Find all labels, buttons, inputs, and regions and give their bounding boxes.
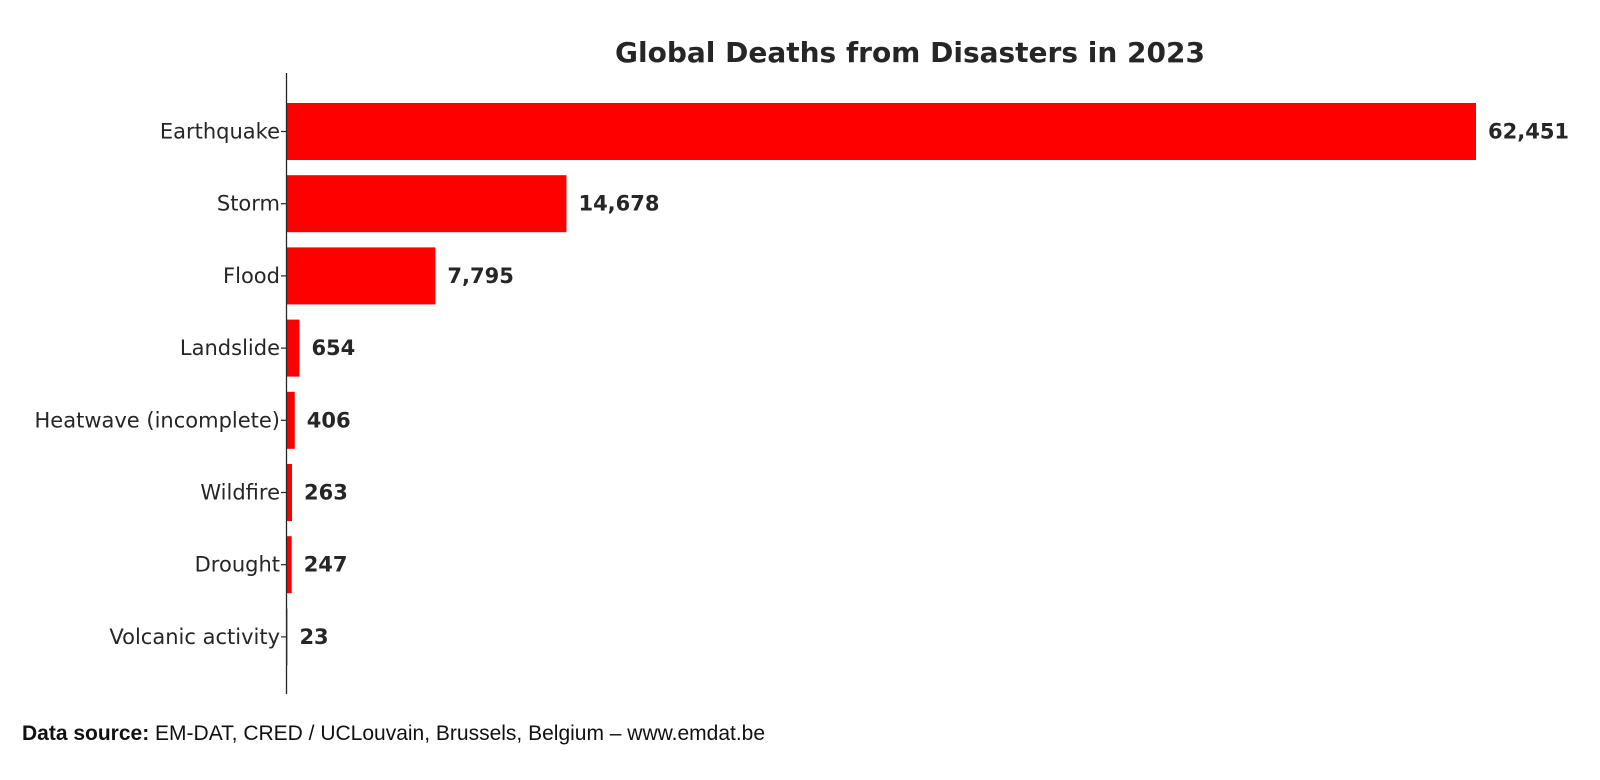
category-label: Flood [223,264,280,288]
bar-heatwave-incomplete [287,391,295,449]
bar-wildfire [287,464,293,521]
value-label: 62,451 [1488,120,1569,144]
category-label: Volcanic activity [109,625,280,649]
bar-drought [287,536,292,594]
value-labels-group: 62,451 14,678 7,795 654 406 263 247 23 [299,120,1569,649]
data-source-text: EM-DAT, CRED / UCLouvain, Brussels, Belg… [149,722,766,745]
value-label: 406 [307,408,351,432]
category-labels-group: Earthquake Storm Flood Landslide Heatwave (i… [35,120,287,649]
data-source-label: Data source: [22,722,150,745]
chart-title: Global Deaths from Disasters in 2023 [615,36,1205,69]
category-label: Landslide [180,336,280,360]
bar-flood [287,247,436,305]
category-label: Heatwave (incomplete) [35,408,281,432]
value-label: 14,678 [578,192,659,216]
bar-storm [287,175,567,233]
value-label: 23 [299,625,328,649]
category-label: Earthquake [160,120,280,144]
bars-group [287,103,1476,666]
category-label: Storm [217,192,280,216]
bar-earthquake [287,103,1476,160]
value-label: 247 [304,553,348,577]
data-source-footer: Data source: EM-DAT, CRED / UCLouvain, B… [22,722,765,746]
value-label: 7,795 [447,264,513,288]
bar-landslide [287,319,300,377]
value-label: 263 [304,481,348,505]
category-label: Drought [195,553,280,577]
category-label: Wildfire [200,481,280,505]
value-label: 654 [311,336,355,360]
